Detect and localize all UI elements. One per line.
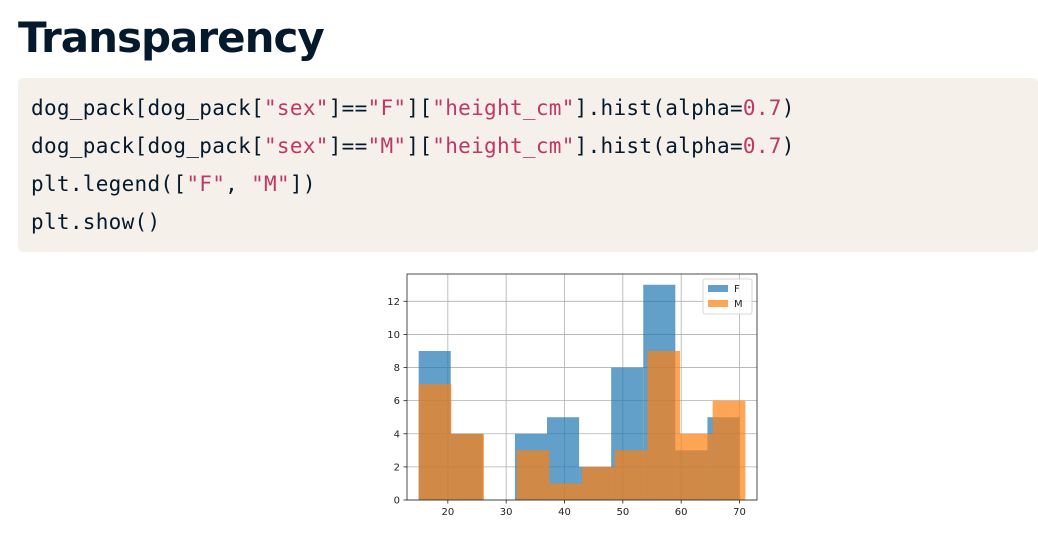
- code-string-token: "sex": [263, 134, 329, 158]
- y-tick-label: 10: [387, 330, 400, 341]
- code-token: ][: [406, 96, 433, 120]
- code-token: ): [781, 96, 795, 120]
- legend-swatch-m: [708, 300, 728, 307]
- y-tick-label: 2: [394, 462, 400, 473]
- bar-m: [647, 350, 680, 500]
- bar-m: [582, 466, 615, 500]
- legend-label-m: M: [734, 299, 743, 310]
- y-tick-label: 8: [394, 363, 400, 374]
- page-title: Transparency: [18, 13, 325, 62]
- code-block: dog_pack[dog_pack["sex"]=="F"]["height_c…: [18, 78, 1038, 252]
- bar-m: [712, 400, 746, 500]
- bar-m: [516, 450, 550, 500]
- code-string-token: "height_cm": [432, 134, 575, 158]
- x-tick-label: 70: [733, 507, 746, 518]
- code-line: dog_pack[dog_pack["sex"]=="F"]["height_c…: [31, 89, 1038, 127]
- code-token: ].hist(alpha=: [574, 96, 743, 120]
- y-tick-label: 0: [394, 496, 400, 507]
- code-string-token: "F": [186, 172, 226, 196]
- code-token: ].hist(alpha=: [574, 134, 743, 158]
- code-token: plt.show(): [31, 210, 161, 234]
- y-tick-label: 4: [394, 429, 400, 440]
- x-tick-label: 30: [500, 507, 513, 518]
- x-tick-label: 60: [675, 507, 688, 518]
- y-tick-label: 12: [387, 297, 400, 308]
- code-token: ]==: [328, 134, 368, 158]
- histogram-chart: 20 30 40 50 60 70 0 2 4 6 8 10 12 FM: [387, 273, 758, 518]
- legend-box: [702, 278, 753, 315]
- code-line: plt.show(): [31, 203, 1038, 241]
- x-tick-label: 20: [441, 507, 454, 518]
- code-token: ][: [406, 134, 433, 158]
- code-token: ]==: [328, 96, 368, 120]
- code-string-token: "M": [251, 172, 290, 196]
- code-token: ]): [289, 172, 316, 196]
- code-token: dog_pack[dog_pack[: [31, 134, 264, 158]
- bar-m: [418, 384, 452, 500]
- code-string-token: "height_cm": [432, 96, 575, 120]
- x-tick-label: 40: [558, 507, 571, 518]
- code-token: ): [781, 134, 795, 158]
- code-string-token: "M": [367, 134, 407, 158]
- legend-swatch-f: [708, 285, 728, 292]
- code-number-token: 0.7: [742, 96, 782, 120]
- legend-label-f: F: [734, 284, 740, 295]
- code-string-token: "F": [367, 96, 407, 120]
- axes-frame: [406, 273, 758, 501]
- code-token: ,: [225, 172, 252, 196]
- code-token: plt.legend([: [31, 172, 187, 196]
- code-line: plt.legend(["F", "M"]): [31, 165, 1038, 203]
- y-tick-label: 6: [394, 396, 400, 407]
- code-string-token: "sex": [263, 96, 329, 120]
- code-number-token: 0.7: [742, 134, 782, 158]
- bar-m: [680, 433, 713, 500]
- bar-m: [451, 433, 484, 500]
- x-tick-label: 50: [616, 507, 629, 518]
- bar-m: [614, 450, 648, 500]
- code-line: dog_pack[dog_pack["sex"]=="M"]["height_c…: [31, 127, 1038, 165]
- bar-m: [549, 483, 582, 500]
- code-token: dog_pack[dog_pack[: [31, 96, 264, 120]
